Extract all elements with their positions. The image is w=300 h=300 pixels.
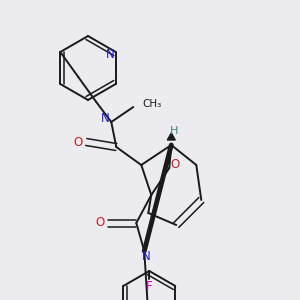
Text: O: O (96, 217, 105, 230)
Polygon shape (167, 133, 175, 140)
Text: O: O (171, 158, 180, 170)
Text: N: N (101, 112, 110, 124)
Text: CH₃: CH₃ (142, 99, 161, 109)
Text: N: N (106, 47, 115, 61)
Text: O: O (74, 136, 83, 148)
Text: F: F (146, 280, 153, 293)
Text: H: H (170, 126, 178, 136)
Text: N: N (142, 250, 151, 262)
